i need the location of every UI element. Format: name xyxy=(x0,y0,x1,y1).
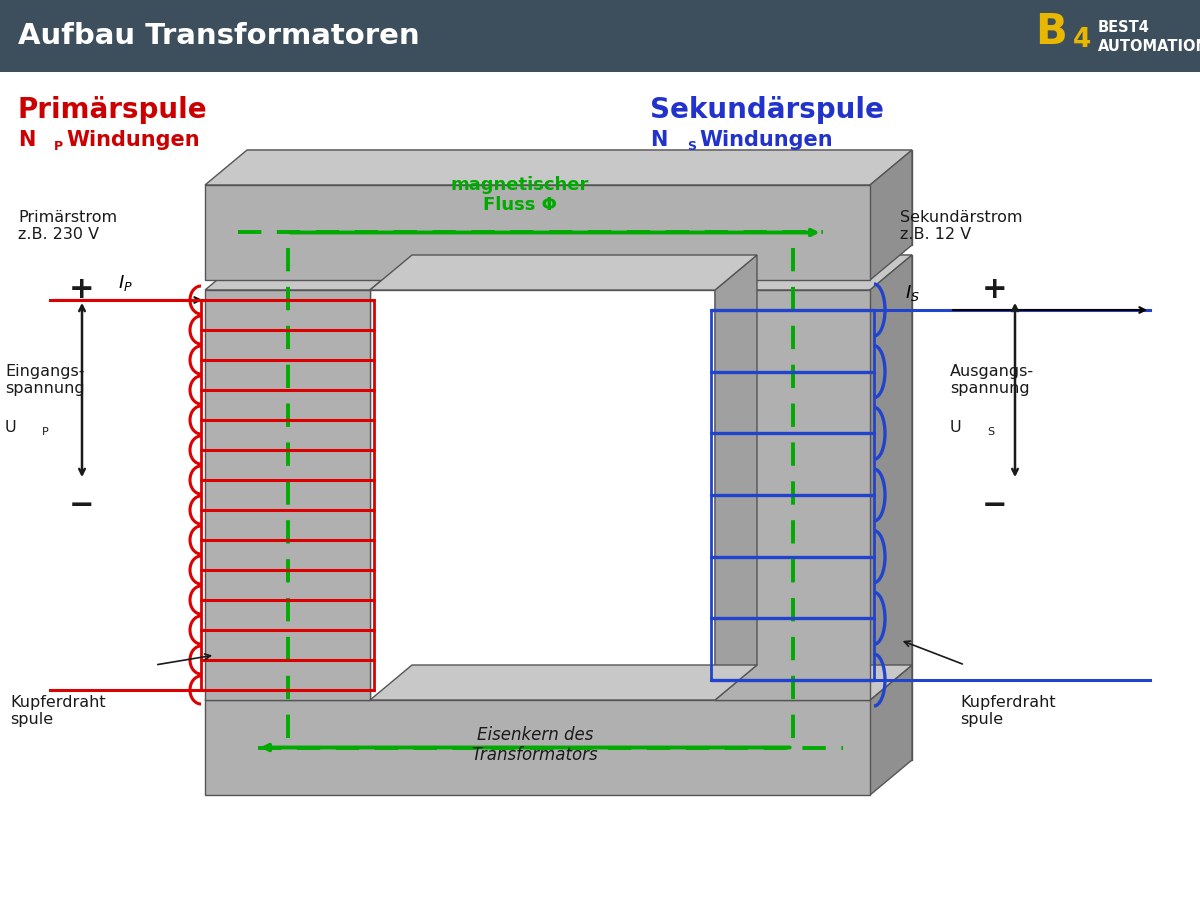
Text: Sekundärstrom
z.B. 12 V: Sekundärstrom z.B. 12 V xyxy=(900,210,1022,242)
Text: Kupferdraht
spule: Kupferdraht spule xyxy=(960,695,1056,727)
Text: U: U xyxy=(5,420,17,435)
Polygon shape xyxy=(247,665,912,760)
Text: 4: 4 xyxy=(1073,27,1091,53)
Text: N: N xyxy=(650,130,667,150)
Text: Eisenkern des
Transformators: Eisenkern des Transformators xyxy=(472,725,599,764)
Polygon shape xyxy=(870,665,912,795)
Text: −: − xyxy=(982,491,1008,519)
Polygon shape xyxy=(370,290,715,700)
Polygon shape xyxy=(205,150,912,185)
Text: N: N xyxy=(18,130,35,150)
Text: Eingangs-
spannung: Eingangs- spannung xyxy=(5,364,85,396)
Polygon shape xyxy=(870,150,912,280)
Polygon shape xyxy=(205,700,870,795)
Polygon shape xyxy=(715,290,870,700)
Text: AUTOMATION: AUTOMATION xyxy=(1098,39,1200,53)
Polygon shape xyxy=(205,185,870,280)
Polygon shape xyxy=(370,255,412,700)
Polygon shape xyxy=(205,255,412,290)
Polygon shape xyxy=(370,255,757,290)
Text: +: + xyxy=(982,275,1008,304)
Text: P: P xyxy=(54,140,64,154)
Text: magnetischer
Fluss Φ: magnetischer Fluss Φ xyxy=(451,176,589,214)
Text: −: − xyxy=(70,491,95,519)
Text: Kupferdraht
spule: Kupferdraht spule xyxy=(10,695,106,727)
Polygon shape xyxy=(757,255,912,665)
Text: $I_S$: $I_S$ xyxy=(905,283,920,303)
Polygon shape xyxy=(870,255,912,700)
Text: +: + xyxy=(70,275,95,304)
Text: U: U xyxy=(950,420,961,435)
Text: Windungen: Windungen xyxy=(698,130,833,150)
Text: Sekundärspule: Sekundärspule xyxy=(650,96,884,124)
Text: S: S xyxy=(686,140,696,154)
Polygon shape xyxy=(205,665,912,700)
Polygon shape xyxy=(247,255,412,665)
Text: Windungen: Windungen xyxy=(66,130,199,150)
Text: Ausgangs-
spannung: Ausgangs- spannung xyxy=(950,364,1034,396)
Text: Primärstrom
z.B. 230 V: Primärstrom z.B. 230 V xyxy=(18,210,118,242)
Polygon shape xyxy=(205,290,370,700)
Text: P: P xyxy=(42,427,49,437)
Text: Primärspule: Primärspule xyxy=(18,96,208,124)
Polygon shape xyxy=(715,255,757,700)
Bar xyxy=(0,0,1200,72)
Polygon shape xyxy=(370,665,757,700)
Polygon shape xyxy=(715,255,912,290)
Text: BEST4: BEST4 xyxy=(1098,20,1150,34)
Text: Aufbau Transformatoren: Aufbau Transformatoren xyxy=(18,22,420,50)
Text: S: S xyxy=(986,427,994,437)
Text: B: B xyxy=(1034,11,1067,53)
Polygon shape xyxy=(247,150,912,245)
Text: $I_P$: $I_P$ xyxy=(118,273,132,293)
